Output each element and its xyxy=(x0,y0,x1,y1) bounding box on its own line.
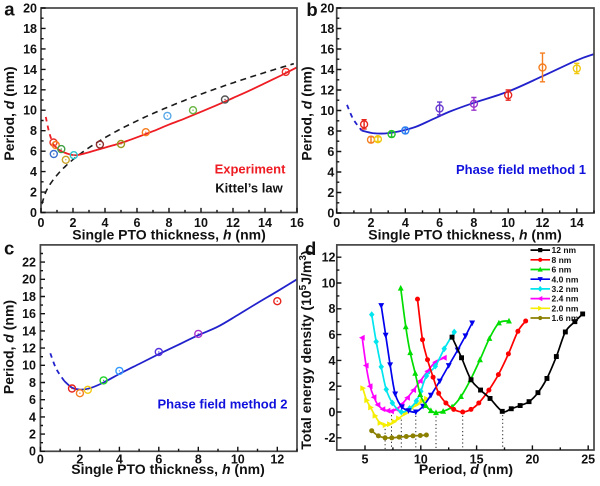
svg-text:6 nm: 6 nm xyxy=(552,265,572,275)
svg-text:14: 14 xyxy=(23,63,37,77)
svg-text:0: 0 xyxy=(333,216,340,230)
svg-text:16: 16 xyxy=(320,42,334,56)
svg-text:12: 12 xyxy=(320,83,334,97)
svg-text:Phase field method 2: Phase field method 2 xyxy=(157,397,287,412)
svg-text:6: 6 xyxy=(327,145,334,159)
svg-text:4: 4 xyxy=(327,165,334,179)
svg-text:10: 10 xyxy=(23,104,37,118)
svg-text:14: 14 xyxy=(22,324,36,338)
svg-text:12: 12 xyxy=(322,251,336,265)
svg-text:2: 2 xyxy=(70,216,77,230)
svg-text:Period, d (nm): Period, d (nm) xyxy=(419,461,513,477)
svg-text:10: 10 xyxy=(231,453,245,467)
svg-text:10: 10 xyxy=(320,104,334,118)
svg-text:Phase field method 1: Phase field method 1 xyxy=(456,162,586,177)
svg-text:12: 12 xyxy=(23,83,37,97)
svg-text:4.0 nm: 4.0 nm xyxy=(552,274,579,284)
svg-text:6: 6 xyxy=(134,216,141,230)
svg-text:10: 10 xyxy=(22,359,36,373)
svg-text:Kittel’s law: Kittel’s law xyxy=(215,181,283,196)
svg-text:8: 8 xyxy=(30,124,37,138)
svg-text:4: 4 xyxy=(102,216,109,230)
svg-text:Total energy density (105J/m3): Total energy density (105J/m3) xyxy=(298,250,315,449)
svg-text:6: 6 xyxy=(29,393,36,407)
svg-text:12 nm: 12 nm xyxy=(552,245,577,255)
svg-text:20: 20 xyxy=(23,1,37,15)
svg-text:Period, d (nm): Period, d (nm) xyxy=(1,300,17,394)
svg-text:-2: -2 xyxy=(324,431,335,445)
svg-text:2: 2 xyxy=(368,216,375,230)
svg-text:Single PTO thickness, h (nm): Single PTO thickness, h (nm) xyxy=(71,461,264,477)
svg-text:a: a xyxy=(4,0,15,20)
svg-text:20: 20 xyxy=(320,1,334,15)
svg-text:6: 6 xyxy=(329,328,336,342)
svg-text:2: 2 xyxy=(30,186,37,200)
svg-text:5: 5 xyxy=(362,453,369,467)
svg-text:2.4 nm: 2.4 nm xyxy=(552,294,579,304)
svg-text:14: 14 xyxy=(570,216,584,230)
svg-text:2: 2 xyxy=(29,428,36,442)
svg-text:0: 0 xyxy=(327,206,334,220)
svg-text:16: 16 xyxy=(22,307,36,321)
svg-text:6: 6 xyxy=(155,453,162,467)
svg-text:0: 0 xyxy=(38,216,45,230)
svg-text:6: 6 xyxy=(436,216,443,230)
svg-text:Period, d (nm): Period, d (nm) xyxy=(1,66,17,160)
svg-text:4: 4 xyxy=(329,354,336,368)
svg-text:22: 22 xyxy=(22,256,36,270)
svg-text:8 nm: 8 nm xyxy=(552,255,572,265)
svg-text:14: 14 xyxy=(258,216,272,230)
svg-text:20: 20 xyxy=(525,453,539,467)
svg-text:3.2 nm: 3.2 nm xyxy=(552,284,579,294)
svg-text:10: 10 xyxy=(194,216,208,230)
svg-text:8: 8 xyxy=(29,376,36,390)
svg-text:Single PTO thickness, h (nm): Single PTO thickness, h (nm) xyxy=(72,226,265,242)
svg-text:16: 16 xyxy=(290,216,304,230)
svg-text:18: 18 xyxy=(23,22,37,36)
svg-text:d: d xyxy=(305,238,316,259)
svg-text:8: 8 xyxy=(470,216,477,230)
svg-text:10: 10 xyxy=(501,216,515,230)
svg-text:12: 12 xyxy=(226,216,240,230)
svg-text:0: 0 xyxy=(29,445,36,459)
svg-text:15: 15 xyxy=(470,453,484,467)
svg-text:Experiment: Experiment xyxy=(215,162,286,177)
svg-text:8: 8 xyxy=(195,453,202,467)
svg-text:14: 14 xyxy=(320,63,334,77)
svg-text:8: 8 xyxy=(327,124,334,138)
svg-text:12: 12 xyxy=(270,453,284,467)
svg-text:12: 12 xyxy=(536,216,550,230)
svg-text:0: 0 xyxy=(37,453,44,467)
svg-text:1.6 nm: 1.6 nm xyxy=(552,313,579,323)
svg-text:25: 25 xyxy=(581,453,595,467)
svg-text:8: 8 xyxy=(166,216,173,230)
svg-text:0: 0 xyxy=(30,206,37,220)
svg-text:20: 20 xyxy=(22,273,36,287)
svg-text:16: 16 xyxy=(23,42,37,56)
svg-text:4: 4 xyxy=(29,410,36,424)
svg-text:4: 4 xyxy=(116,453,123,467)
svg-text:18: 18 xyxy=(320,22,334,36)
svg-text:Single PTO thickness, h (nm): Single PTO thickness, h (nm) xyxy=(368,226,561,242)
svg-text:2: 2 xyxy=(329,380,336,394)
svg-text:6: 6 xyxy=(30,145,37,159)
svg-text:4: 4 xyxy=(30,165,37,179)
svg-text:8: 8 xyxy=(329,302,336,316)
svg-text:10: 10 xyxy=(414,453,428,467)
svg-text:4: 4 xyxy=(402,216,409,230)
svg-text:c: c xyxy=(4,237,14,258)
svg-text:2.0 nm: 2.0 nm xyxy=(552,303,579,313)
svg-text:2: 2 xyxy=(76,453,83,467)
svg-text:Period, d (nm): Period, d (nm) xyxy=(299,66,315,160)
svg-text:10: 10 xyxy=(322,276,336,290)
svg-text:18: 18 xyxy=(22,290,36,304)
svg-text:0: 0 xyxy=(329,405,336,419)
svg-text:b: b xyxy=(306,0,317,20)
svg-text:2: 2 xyxy=(327,186,334,200)
svg-text:12: 12 xyxy=(22,342,36,356)
